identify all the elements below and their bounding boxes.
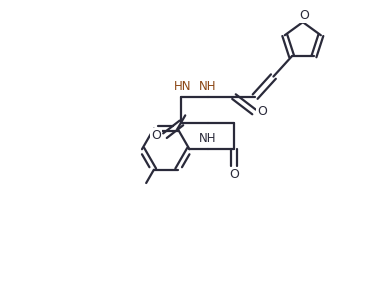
- Text: NH: NH: [199, 80, 217, 93]
- Text: O: O: [151, 129, 161, 142]
- Text: O: O: [229, 168, 239, 181]
- Text: O: O: [257, 106, 267, 119]
- Text: NH: NH: [199, 132, 217, 145]
- Text: O: O: [300, 9, 310, 22]
- Text: HN: HN: [173, 80, 191, 93]
